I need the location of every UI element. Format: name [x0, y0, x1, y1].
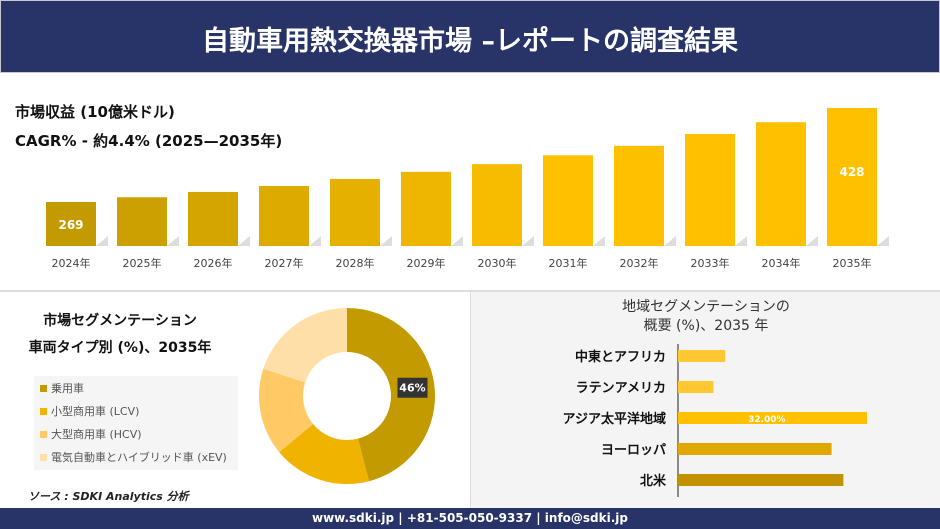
legend-item: 小型商用車 (LCV)	[40, 403, 139, 419]
x-tick-label: 2035年	[833, 256, 872, 270]
donut-slice	[259, 368, 314, 453]
bar-shadow	[238, 236, 250, 246]
legend-item: 大型商用車 (HCV)	[40, 426, 142, 442]
donut-slice	[279, 424, 369, 484]
region-label: 中東とアフリカ	[575, 349, 666, 365]
vehicle-type-donut: 46%	[259, 308, 436, 484]
region-bar	[678, 381, 714, 393]
donut-slice	[347, 308, 436, 482]
header-banner: 自動車用熱交換器市場 –レポートの調査結果	[0, 0, 940, 73]
legend-label: 電気自動車とハイブリッド車 (xEV)	[51, 451, 227, 464]
revenue-bar	[401, 171, 451, 246]
region-panel: 地域セグメンテーションの 概要 (%)、2035 年 中東とアフリカ ラテンアメリカ…	[470, 292, 940, 508]
x-tick-label: 2030年	[478, 256, 517, 270]
x-tick-label: 2033年	[691, 256, 730, 270]
bar-shadow	[593, 236, 605, 246]
region-title: 地域セグメンテーションの 概要 (%)、2035 年	[471, 298, 940, 336]
legend-item: 電気自動車とハイブリッド車 (xEV)	[40, 449, 227, 465]
region-bar	[678, 474, 844, 486]
region-title-line2: 概要 (%)、2035 年	[643, 318, 769, 334]
donut-slice	[263, 308, 347, 383]
donut-data-label: 46%	[399, 382, 425, 395]
x-tick-label: 2027年	[265, 256, 304, 270]
x-tick-label: 2028年	[336, 256, 375, 270]
legend-swatch	[40, 384, 47, 392]
source-note: ソース : SDKI Analytics 分析	[28, 490, 189, 503]
bar-shadow	[735, 236, 747, 246]
revenue-bar	[472, 164, 522, 246]
x-tick-label: 2025年	[123, 256, 162, 270]
bar-shadow	[380, 236, 392, 246]
region-bar	[678, 350, 726, 362]
x-tick-label: 2029年	[407, 256, 446, 270]
legend-label: 大型商用車 (HCV)	[51, 428, 142, 441]
region-data-label: 32.00%	[748, 415, 786, 425]
page-title: 自動車用熱交換器市場 –レポートの調査結果	[202, 26, 738, 57]
x-tick-label: 2026年	[194, 256, 233, 270]
data-label-bg	[397, 377, 428, 398]
x-tick-label: 2034年	[762, 256, 801, 270]
legend-swatch	[40, 407, 47, 415]
bar-shadow	[806, 236, 818, 246]
revenue-bar	[117, 197, 167, 246]
bar-shadow	[167, 236, 179, 246]
bar-shadow	[522, 236, 534, 246]
x-tick-label: 2031年	[549, 256, 588, 270]
region-bar	[678, 443, 832, 455]
region-label: 北米	[640, 473, 667, 489]
divider	[0, 290, 940, 292]
bar-shadow	[309, 236, 321, 246]
region-bar	[678, 412, 867, 424]
revenue-bar	[827, 108, 877, 246]
revenue-bar	[330, 178, 380, 246]
revenue-bar	[259, 186, 309, 246]
legend-label: 乗用車	[51, 382, 84, 395]
revenue-chart-subtitle: CAGR% - 約4.4% (2025—2035年)	[15, 132, 283, 150]
legend-item: 乗用車	[40, 380, 84, 396]
bar-shadow	[877, 236, 889, 246]
bar-shadow	[664, 236, 676, 246]
revenue-bar	[188, 191, 238, 246]
footer-contact: www.sdki.jp | +81-505-050-9337 | info@sd…	[0, 508, 940, 529]
revenue-chart-title: 市場収益 (10億米ドル)	[15, 103, 175, 121]
region-label: ヨーロッパ	[601, 443, 666, 458]
x-tick-label: 2032年	[620, 256, 659, 270]
revenue-bar	[46, 202, 96, 246]
bar-data-label: 269	[58, 218, 83, 232]
revenue-bar	[614, 145, 664, 246]
bar-shadow	[451, 236, 463, 246]
revenue-bar	[756, 122, 806, 246]
donut-legend: 乗用車 小型商用車 (LCV) 大型商用車 (HCV) 電気自動車とハイブリッド…	[34, 376, 238, 470]
region-label: ラテンアメリカ	[576, 381, 666, 396]
region-label: アジア太平洋地域	[563, 411, 666, 427]
revenue-bar	[543, 155, 593, 246]
segment-title: 市場セグメンテーション	[43, 313, 197, 329]
legend-swatch	[40, 453, 47, 461]
bar-data-label: 428	[839, 165, 864, 179]
segment-panel: 市場セグメンテーション 車両タイプ別 (%)、2035年 乗用車 小型商用車 (…	[0, 292, 470, 508]
legend-swatch	[40, 430, 47, 438]
legend-label: 小型商用車 (LCV)	[51, 405, 140, 418]
bar-shadow	[96, 236, 108, 246]
segment-subtitle: 車両タイプ別 (%)、2035年	[28, 340, 212, 356]
region-title-line1: 地域セグメンテーションの	[622, 299, 790, 315]
revenue-bar	[685, 134, 735, 246]
x-tick-label: 2024年	[52, 256, 91, 270]
